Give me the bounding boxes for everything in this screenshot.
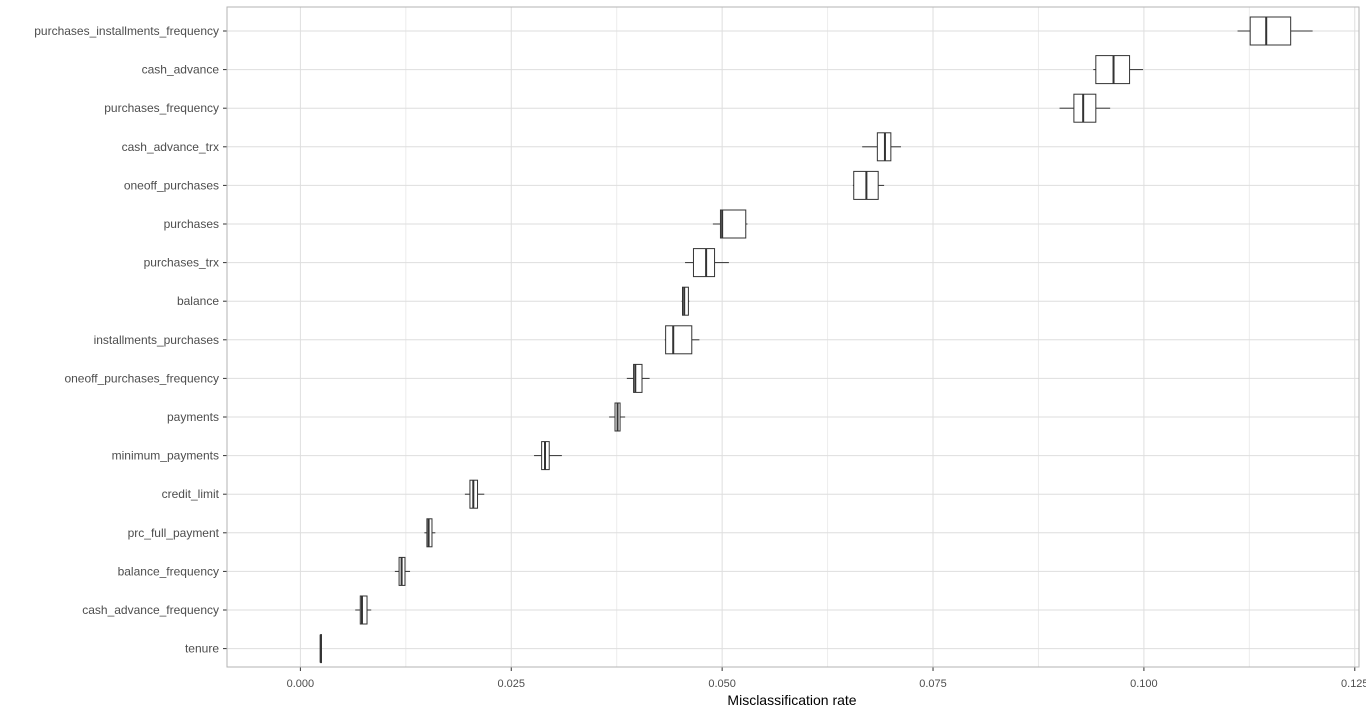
x-tick-label: 0.025	[497, 678, 525, 690]
panel-border	[226, 6, 1360, 668]
box-iqr	[1249, 16, 1292, 46]
boxplot-payments	[609, 402, 626, 432]
boxplot-cash-advance	[1093, 55, 1144, 85]
box-iqr	[719, 209, 747, 239]
y-tick-labels: purchases_installments_frequency cash_adv…	[34, 24, 219, 656]
boxplot-prc-full-payment	[424, 518, 436, 548]
category-label: purchases_frequency	[104, 101, 219, 115]
category-label: purchases	[164, 217, 219, 231]
x-tick-label: 0.125	[1341, 678, 1366, 690]
boxplot-purchases-frequency	[1059, 93, 1111, 123]
box-iqr	[665, 325, 693, 355]
boxplot-installments-purchases	[664, 325, 700, 355]
box-iqr	[681, 286, 689, 316]
boxplot-minimum-payments	[534, 441, 562, 471]
boxplot-purchases	[712, 209, 748, 239]
boxplot-cash-advance-frequency	[355, 595, 372, 625]
category-label: purchases_installments_frequency	[34, 24, 219, 38]
box-iqr	[359, 595, 368, 625]
x-tick-label: 0.100	[1130, 678, 1158, 690]
category-label: payments	[167, 410, 219, 424]
category-label: credit_limit	[162, 487, 220, 501]
boxplot-balance-frequency	[394, 556, 411, 586]
category-label: oneoff_purchases_frequency	[64, 371, 219, 385]
x-tick-label: 0.075	[919, 678, 947, 690]
boxplot-purchases-installments-frequency	[1237, 16, 1313, 46]
boxplot-credit-limit	[464, 479, 485, 509]
x-tick-label: 0.050	[708, 678, 736, 690]
boxplot-cash-advance-trx	[862, 132, 901, 162]
boxplot-tenure	[319, 634, 322, 664]
category-label: oneoff_purchases	[124, 178, 219, 192]
x-tick-labels: 0.000 0.025 0.050 0.075 0.100 0.125	[287, 678, 1366, 690]
category-label: balance_frequency	[118, 564, 219, 578]
boxplot-balance	[681, 286, 690, 316]
boxplot-oneoff-purchases	[852, 170, 885, 200]
category-label: cash_advance	[142, 63, 220, 77]
panel-background	[227, 7, 1359, 667]
category-label: purchases_trx	[144, 256, 219, 270]
category-label: minimum_payments	[112, 449, 219, 463]
x-axis-title: Misclassification rate	[727, 692, 856, 708]
boxplot-oneoff-purchases-frequency	[626, 363, 650, 393]
category-label: balance	[177, 294, 219, 308]
box-iqr	[1073, 93, 1097, 123]
grid-layer	[223, 7, 1359, 671]
category-label: cash_advance_trx	[122, 140, 219, 154]
boxplot-purchases-trx	[685, 248, 729, 278]
x-tick-label: 0.000	[287, 678, 315, 690]
category-label: tenure	[185, 642, 219, 656]
box-iqr	[633, 363, 643, 393]
box-layer	[319, 16, 1313, 664]
box-iqr	[692, 248, 716, 278]
category-label: installments_purchases	[94, 333, 219, 347]
category-label: prc_full_payment	[128, 526, 220, 540]
category-label: cash_advance_frequency	[82, 603, 219, 617]
